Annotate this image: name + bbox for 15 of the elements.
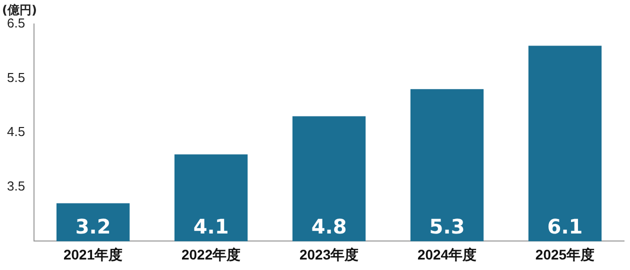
data-label: 4.1	[193, 214, 229, 238]
y-tick-label: 3.5	[6, 178, 26, 194]
y-axis-title: (億円)	[2, 2, 37, 18]
x-tick-label: 2024年度	[417, 246, 477, 262]
x-tick-label: 2025年度	[535, 246, 595, 262]
y-tick-label: 5.5	[6, 70, 26, 85]
y-tick-label: 6.5	[6, 16, 26, 31]
x-tick-label: 2023年度	[299, 246, 359, 262]
data-label: 5.3	[429, 214, 465, 238]
y-tick-label: 4.5	[6, 124, 26, 140]
data-label: 6.1	[547, 214, 583, 238]
data-label: 3.2	[75, 214, 111, 238]
x-tick-label: 2022年度	[181, 246, 241, 262]
x-tick-label: 2021年度	[63, 246, 123, 262]
data-label: 4.8	[311, 214, 347, 238]
